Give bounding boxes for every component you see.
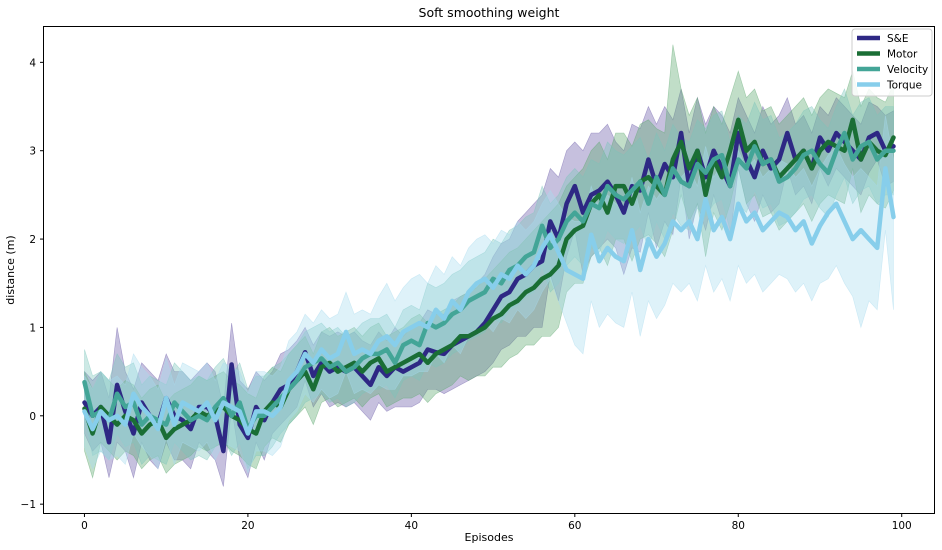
legend-label-2: Velocity xyxy=(887,64,928,76)
chart-title: Soft smoothing weight xyxy=(419,5,560,20)
x-tick-label: 100 xyxy=(892,520,912,532)
y-tick-label: 4 xyxy=(29,57,36,69)
series-lines xyxy=(82,117,896,454)
x-tick-label: 20 xyxy=(241,520,254,532)
x-tick-label: 60 xyxy=(568,520,581,532)
x-axis-label: Episodes xyxy=(465,531,514,544)
legend-label-3: Torque xyxy=(886,80,922,92)
y-tick-label: 0 xyxy=(29,411,36,423)
legend-label-1: Motor xyxy=(887,49,918,61)
x-tick-label: 80 xyxy=(732,520,745,532)
x-axis-ticks: 0 20 40 60 80 100 xyxy=(81,513,912,532)
legend-box xyxy=(851,28,933,97)
y-tick-label: 2 xyxy=(29,234,36,246)
line-series-3 xyxy=(82,166,896,436)
y-axis-ticks: −1 0 1 2 3 4 xyxy=(21,57,44,511)
plot-frame xyxy=(43,26,935,514)
x-tick-label: 40 xyxy=(405,520,418,532)
y-axis-label: distance (m) xyxy=(4,235,17,304)
line-series-0 xyxy=(82,130,896,454)
legend: S&E Motor Velocity Torque xyxy=(851,28,933,97)
y-tick-label: 3 xyxy=(29,146,36,158)
y-tick-label: 1 xyxy=(29,322,36,334)
x-tick-label: 0 xyxy=(81,520,88,532)
legend-label-0: S&E xyxy=(887,33,909,45)
y-tick-label: −1 xyxy=(21,499,36,511)
